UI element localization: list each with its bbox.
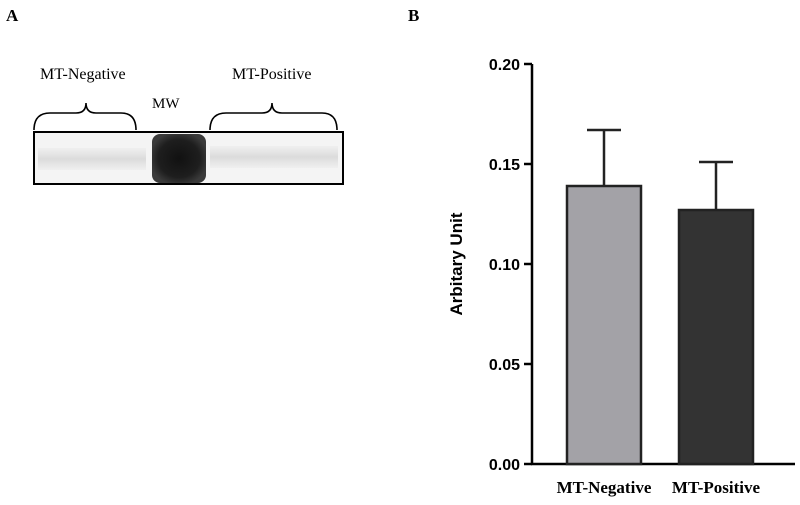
y-axis-label: Arbitary Unit [447, 212, 466, 315]
left-bracket [33, 102, 137, 131]
y-tick-label-4: 0.20 [489, 57, 520, 74]
bar-mt-negative [565, 184, 643, 466]
panel-b-label: B [408, 6, 420, 25]
y-tick-label-2: 0.10 [489, 257, 520, 274]
blot-mt-negative-label: MT-Negative [40, 66, 126, 83]
blot-mw-label: MW [152, 96, 180, 112]
blot-mt-positive-label: MT-Positive [232, 66, 312, 83]
right-bracket [209, 102, 338, 131]
y-tick-label-3: 0.15 [489, 157, 520, 174]
positive-lane-band [210, 146, 338, 168]
category-label-mt-positive: MT-Positive [672, 478, 761, 497]
y-tick-label-1: 0.05 [489, 357, 520, 374]
negative-lane-band [38, 148, 146, 170]
mw-band [152, 134, 206, 183]
category-label-mt-negative: MT-Negative [557, 478, 652, 497]
y-tick-label-0: 0.00 [489, 457, 520, 474]
panel-a-label: A [6, 6, 19, 25]
bar-mt-positive [677, 208, 755, 466]
